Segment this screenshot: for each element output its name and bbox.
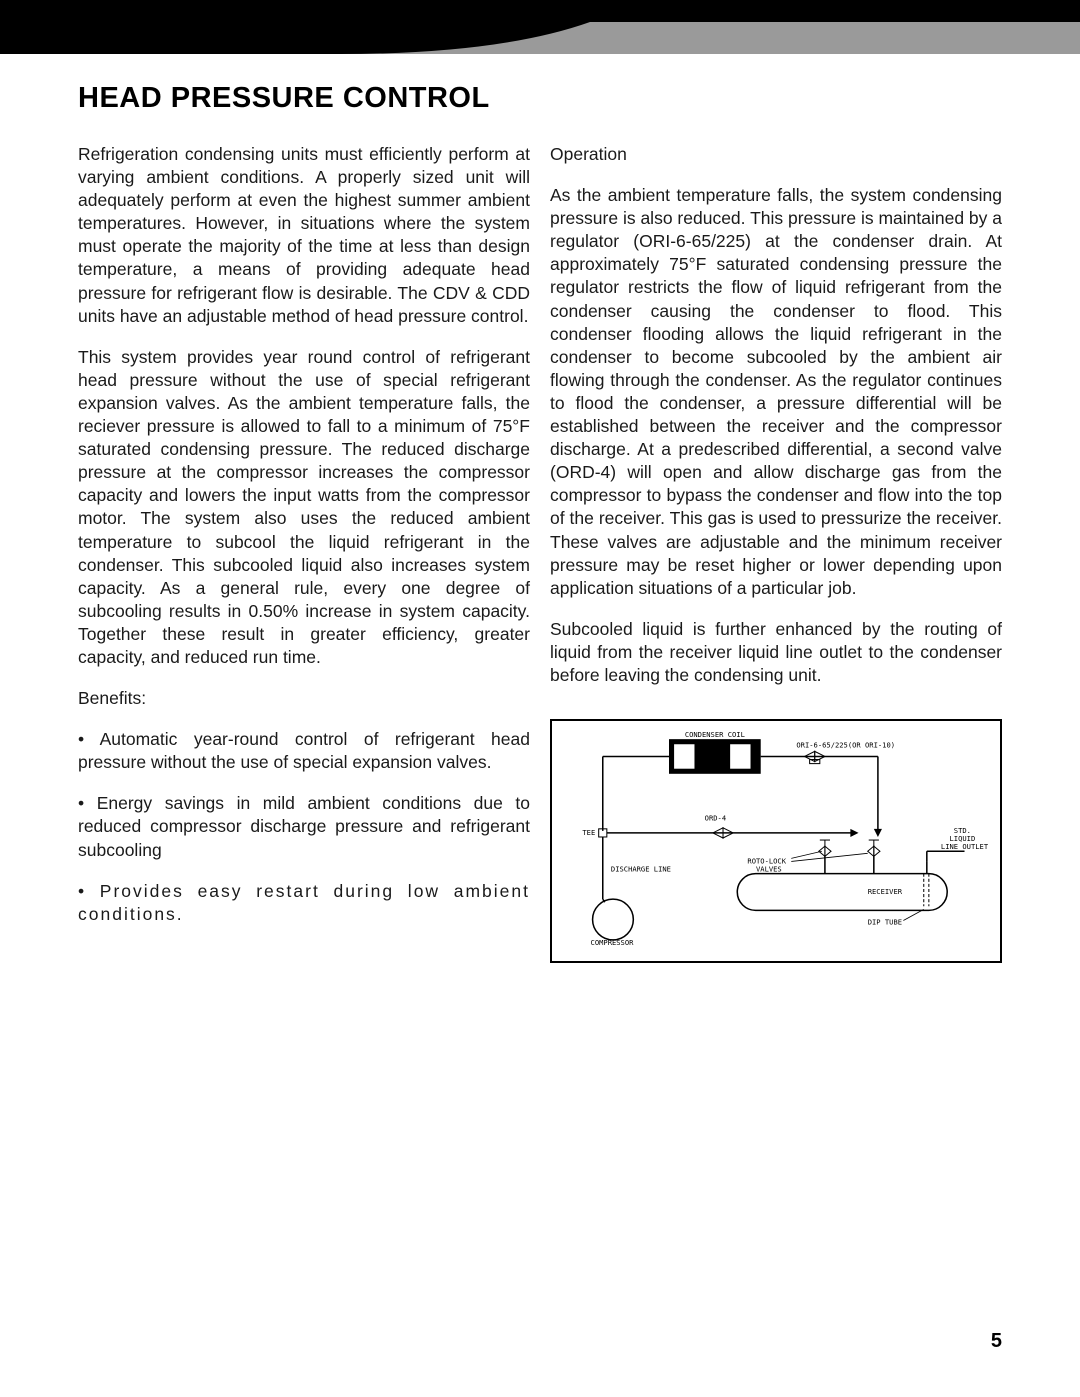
compressor-label: COMPRESSOR <box>591 938 635 945</box>
right-column: Operation As the ambient temperature fal… <box>550 143 1002 963</box>
dip-tube-label: DIP TUBE <box>868 918 902 927</box>
paragraph: Subcooled liquid is further enhanced by … <box>550 618 1002 687</box>
bullet-item: • Automatic year-round control of refrig… <box>78 728 530 774</box>
left-column: Refrigeration condensing units must effi… <box>78 143 530 963</box>
page-number: 5 <box>991 1330 1002 1353</box>
roto-lock-label: ROTO-LOCK VALVES <box>747 857 790 874</box>
content-columns: Refrigeration condensing units must effi… <box>0 143 1080 963</box>
condenser-coil-label: CONDENSER COIL <box>685 731 745 739</box>
receiver-shape <box>737 874 947 911</box>
discharge-line-label: DISCHARGE LINE <box>611 865 671 874</box>
tee-label: TEE <box>582 828 595 837</box>
compressor-shape <box>593 899 634 940</box>
bullet-item: • Energy savings in mild ambient conditi… <box>78 792 530 861</box>
paragraph: Refrigeration condensing units must effi… <box>78 143 530 328</box>
std-liquid-label: STD. LIQUID LINE OUTLET <box>941 826 989 851</box>
schematic-diagram: CONDENSER COIL ORI-6-65/225(OR ORI-10) T… <box>550 719 1002 963</box>
header-swoosh <box>0 0 1080 54</box>
ord4-label: ORD-4 <box>705 814 726 823</box>
bullet-item: • Provides easy restart during low ambie… <box>78 880 530 926</box>
paragraph: This system provides year round control … <box>78 346 530 669</box>
page-title: HEAD PRESSURE CONTROL <box>78 82 1080 115</box>
paragraph: As the ambient temperature falls, the sy… <box>550 184 1002 600</box>
header-band <box>0 0 1080 54</box>
ori-label: ORI-6-65/225(OR ORI-10) <box>796 740 895 749</box>
benefits-heading: Benefits: <box>78 687 530 710</box>
receiver-label: RECEIVER <box>868 887 903 896</box>
schematic-svg: CONDENSER COIL ORI-6-65/225(OR ORI-10) T… <box>562 731 990 945</box>
operation-heading: Operation <box>550 143 1002 166</box>
